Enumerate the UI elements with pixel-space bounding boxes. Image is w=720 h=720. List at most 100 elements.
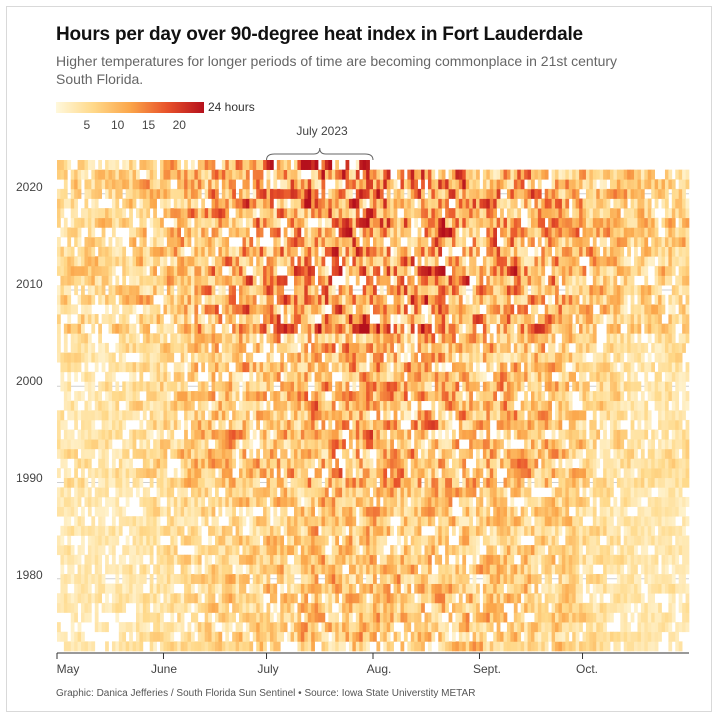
heatmap-cell	[434, 593, 439, 604]
heatmap-cell	[242, 487, 247, 498]
heatmap-cell	[355, 448, 360, 459]
heatmap-cell	[634, 391, 638, 402]
heatmap-cell	[599, 525, 604, 536]
heatmap-cell	[81, 583, 85, 594]
heatmap-cell	[658, 602, 662, 613]
heatmap-cell	[63, 573, 68, 584]
heatmap-cell	[568, 535, 573, 546]
heatmap-cell	[616, 458, 621, 469]
heatmap-cell	[94, 352, 99, 363]
heatmap-cell	[63, 525, 68, 536]
heatmap-cell	[266, 573, 271, 584]
heatmap-cell	[156, 381, 161, 392]
heatmap-cell	[81, 631, 85, 642]
heatmap-cell	[249, 477, 254, 488]
heatmap-cell	[537, 410, 542, 421]
heatmap-cell	[383, 496, 388, 507]
heatmap-cell	[321, 583, 326, 594]
heatmap-cell	[383, 458, 388, 469]
heatmap-cell	[620, 602, 625, 613]
heatmap-cell	[166, 439, 171, 450]
heatmap-cell	[101, 545, 106, 556]
heatmap-cell	[146, 458, 151, 469]
heatmap-cell	[634, 439, 638, 450]
heatmap-cell	[476, 602, 480, 613]
heatmap-cell	[352, 602, 357, 613]
heatmap-cell	[582, 381, 587, 392]
heatmap-cell	[424, 554, 429, 565]
heatmap-cell	[57, 535, 61, 546]
heatmap-cell	[94, 506, 99, 517]
heatmap-cell	[91, 535, 96, 546]
heatmap-cell	[239, 641, 243, 652]
heatmap-cell	[105, 496, 109, 507]
heatmap-cell	[122, 516, 127, 527]
heatmap-cell	[163, 352, 168, 363]
heatmap-cell	[163, 573, 168, 584]
heatmap-cell	[208, 622, 212, 633]
heatmap-cell	[489, 410, 494, 421]
heatmap-cell	[239, 583, 243, 594]
heatmap-cell	[218, 641, 223, 652]
heatmap-cell	[455, 602, 460, 613]
heatmap-cell	[74, 487, 78, 498]
heatmap-cell	[204, 458, 209, 469]
heatmap-cell	[180, 448, 185, 459]
heatmap-cell	[524, 631, 528, 642]
heatmap-cell	[101, 429, 106, 440]
heatmap-cell	[197, 477, 202, 488]
heatmap-cell	[397, 564, 401, 575]
heatmap-cell	[142, 342, 147, 353]
heatmap-cell	[311, 525, 315, 536]
heatmap-cell	[87, 612, 92, 623]
heatmap-cell	[644, 371, 649, 382]
heatmap-cell	[163, 602, 168, 613]
heatmap-cell	[215, 516, 219, 527]
heatmap-cell	[400, 545, 405, 556]
heatmap-cell	[263, 362, 267, 373]
heatmap-cell	[259, 410, 264, 421]
heatmap-cell	[129, 641, 133, 652]
heatmap-cell	[634, 352, 638, 363]
heatmap-cell	[122, 381, 127, 392]
heatmap-cell	[204, 439, 209, 450]
heatmap-cell	[630, 400, 635, 411]
heatmap-cell	[386, 593, 391, 604]
heatmap-cell	[190, 583, 195, 594]
heatmap-cell	[551, 429, 556, 440]
heatmap-cell	[290, 381, 295, 392]
heatmap-cell	[400, 496, 405, 507]
heatmap-cell	[427, 410, 432, 421]
heatmap-cell	[300, 545, 305, 556]
heatmap-cell	[379, 602, 384, 613]
heatmap-cell	[290, 400, 295, 411]
heatmap-cell	[496, 362, 501, 373]
heatmap-cell	[211, 410, 216, 421]
heatmap-cell	[407, 593, 412, 604]
heatmap-cell	[479, 564, 484, 575]
heatmap-cell	[70, 477, 75, 488]
heatmap-cell	[160, 419, 164, 430]
heatmap-cell	[630, 496, 635, 507]
heatmap-cell	[513, 352, 518, 363]
heatmap-cell	[634, 448, 638, 459]
heatmap-cell	[506, 525, 511, 536]
heatmap-cell	[187, 410, 192, 421]
heatmap-cell	[506, 468, 511, 479]
heatmap-cell	[531, 602, 535, 613]
heatmap-cell	[503, 641, 508, 652]
heatmap-cell	[239, 371, 243, 382]
heatmap-cell	[616, 564, 621, 575]
heatmap-cell	[215, 641, 219, 652]
heatmap-cell	[297, 429, 302, 440]
heatmap-cell	[84, 496, 89, 507]
heatmap-cell	[651, 381, 655, 392]
heatmap-cell	[328, 622, 333, 633]
heatmap-cell	[503, 487, 508, 498]
heatmap-cell	[476, 593, 480, 604]
heatmap-cell	[266, 545, 271, 556]
heatmap-cell	[300, 477, 305, 488]
heatmap-cell	[81, 593, 85, 604]
heatmap-cell	[469, 448, 473, 459]
heatmap-cell	[74, 554, 78, 565]
